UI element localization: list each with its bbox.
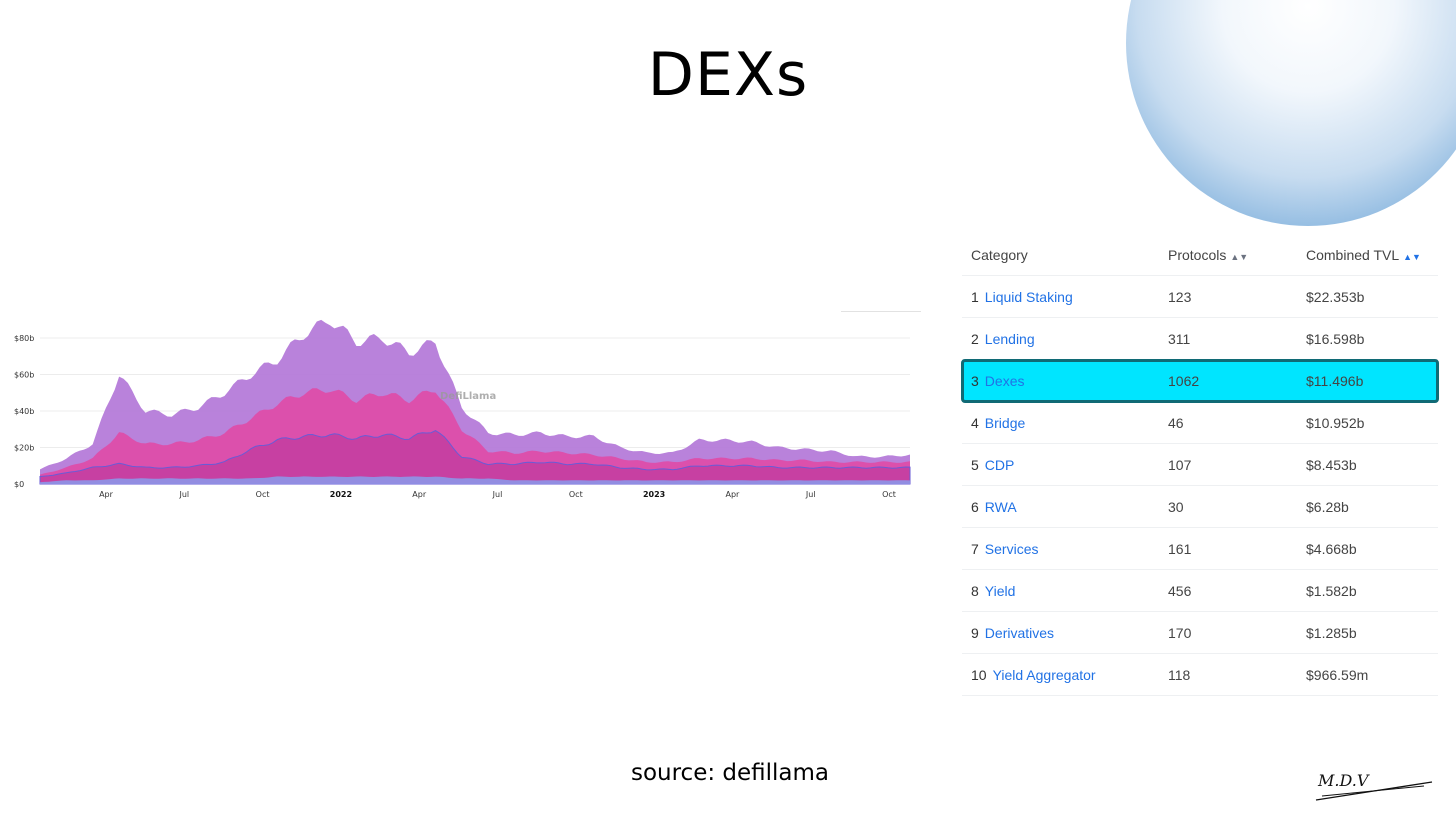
category-cell: 1 Liquid Staking — [971, 289, 1073, 305]
x-tick-label: Oct — [256, 490, 270, 499]
header-category[interactable]: Category — [971, 246, 1028, 263]
category-cell: 6 RWA — [971, 499, 1017, 515]
tvl-area-chart: $0 $20b $40b $60b $80b DefiLlama Apr Jul Oct 2022… — [0, 300, 930, 510]
table-row: 8 Yield 456 $1.582b — [962, 570, 1438, 612]
category-table: Category Protocols ▲▼ Combined TVL ▲▼ 1 Liq… — [961, 234, 1439, 696]
rank: 9 — [971, 624, 979, 641]
y-tick-label: $40b — [14, 407, 34, 416]
rank: 3 — [971, 372, 979, 389]
y-tick-label: $20b — [14, 444, 34, 453]
tvl-cell: $4.668b — [1306, 540, 1357, 557]
header-tvl[interactable]: Combined TVL ▲▼ — [1306, 247, 1421, 263]
rank: 7 — [971, 540, 979, 557]
tvl-cell: $1.285b — [1306, 624, 1357, 641]
category-link[interactable]: CDP — [984, 456, 1015, 473]
category-link[interactable]: Bridge — [984, 414, 1026, 431]
rank: 2 — [971, 330, 979, 347]
header-protocols[interactable]: Protocols ▲▼ — [1168, 247, 1248, 263]
tvl-cell: $6.28b — [1306, 498, 1349, 515]
protocols-cell: 30 — [1168, 498, 1184, 515]
tvl-cell: $16.598b — [1306, 330, 1365, 347]
table-row: 4 Bridge 46 $10.952b — [962, 402, 1438, 444]
svg-text:M.D.V: M.D.V — [1317, 771, 1370, 790]
table-row: 9 Derivatives 170 $1.285b — [962, 612, 1438, 654]
protocols-cell: 1062 — [1168, 372, 1200, 389]
source-caption: source: defillama — [630, 760, 830, 786]
tvl-cell: $966.59m — [1306, 666, 1369, 683]
table-row: 10 Yield Aggregator 118 $966.59m — [962, 654, 1438, 696]
table-row: 6 RWA 30 $6.28b — [962, 486, 1438, 528]
y-tick-label: $60b — [14, 371, 34, 380]
x-tick-label: Oct — [569, 490, 583, 499]
series-area-2 — [39, 430, 911, 485]
table-row: 1 Liquid Staking 123 $22.353b — [962, 276, 1438, 318]
decorative-sphere — [1126, 0, 1456, 226]
x-tick-label: 2023 — [643, 490, 665, 499]
category-cell: 10 Yield Aggregator — [971, 667, 1096, 683]
category-link[interactable]: RWA — [984, 498, 1017, 515]
y-tick-label: $80b — [14, 334, 34, 343]
protocols-cell: 123 — [1168, 288, 1192, 305]
category-link[interactable]: Yield Aggregator — [992, 666, 1096, 683]
category-cell: 2 Lending — [971, 331, 1035, 347]
tvl-cell: $8.453b — [1306, 456, 1357, 473]
category-cell: 5 CDP — [971, 457, 1014, 473]
category-cell: 4 Bridge — [971, 415, 1025, 431]
sort-icon: ▲▼ — [1230, 251, 1249, 262]
category-cell: 9 Derivatives — [971, 625, 1054, 641]
protocols-cell: 46 — [1168, 414, 1184, 431]
category-link[interactable]: Liquid Staking — [984, 288, 1073, 305]
protocols-cell: 161 — [1168, 540, 1192, 557]
category-link[interactable]: Yield — [984, 582, 1016, 599]
signature-logo: M.D.V — [1312, 766, 1436, 806]
table-row: 2 Lending 311 $16.598b — [962, 318, 1438, 360]
rank: 10 — [971, 666, 987, 683]
rank: 1 — [971, 288, 979, 305]
protocols-cell: 456 — [1168, 582, 1192, 599]
protocols-cell: 118 — [1168, 666, 1191, 683]
x-tick-label: Oct — [882, 490, 896, 499]
category-cell: 8 Yield — [971, 583, 1015, 599]
rank: 5 — [971, 456, 979, 473]
x-tick-label: Apr — [412, 490, 427, 499]
chart-toolbar-divider — [841, 311, 921, 312]
category-link[interactable]: Dexes — [984, 372, 1025, 389]
table-row: 7 Services 161 $4.668b — [962, 528, 1438, 570]
category-link[interactable]: Services — [984, 540, 1039, 557]
tvl-cell: $22.353b — [1306, 288, 1365, 305]
tvl-cell: $1.582b — [1306, 582, 1357, 599]
series-area-3 — [40, 476, 910, 484]
table-header: Category Protocols ▲▼ Combined TVL ▲▼ — [962, 234, 1438, 276]
rank: 6 — [971, 498, 979, 515]
protocols-cell: 170 — [1168, 624, 1192, 641]
tvl-cell: $11.496b — [1306, 372, 1364, 389]
x-tick-label: Jul — [492, 490, 503, 499]
header-protocols-label: Protocols — [1168, 246, 1227, 263]
category-cell: 3 Dexes — [971, 373, 1024, 389]
x-tick-label: Apr — [725, 490, 740, 499]
x-tick-label: Jul — [805, 490, 816, 499]
category-link[interactable]: Derivatives — [984, 624, 1055, 641]
y-tick-label: $0 — [14, 480, 24, 489]
table-row: 3 Dexes 1062 $11.496b — [961, 359, 1439, 403]
rank: 8 — [971, 582, 979, 599]
table-row: 5 CDP 107 $8.453b — [962, 444, 1438, 486]
chart-watermark: DefiLlama — [440, 391, 496, 402]
x-tick-label: Apr — [99, 490, 114, 499]
sort-active-icon: ▲▼ — [1403, 251, 1421, 262]
x-tick-label: 2022 — [330, 490, 352, 499]
x-tick-label: Jul — [178, 490, 189, 499]
protocols-cell: 107 — [1168, 456, 1192, 473]
tvl-cell: $10.952b — [1306, 414, 1365, 431]
category-link[interactable]: Lending — [984, 330, 1035, 347]
page-title: DEXs — [647, 40, 809, 110]
category-cell: 7 Services — [971, 541, 1038, 557]
protocols-cell: 311 — [1168, 330, 1191, 347]
rank: 4 — [971, 414, 979, 431]
header-tvl-label: Combined TVL — [1306, 246, 1400, 263]
